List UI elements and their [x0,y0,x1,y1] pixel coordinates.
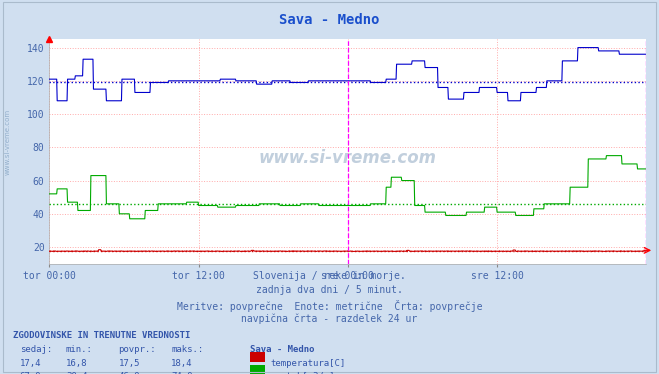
Text: www.si-vreme.com: www.si-vreme.com [258,149,437,167]
Text: navpična črta - razdelek 24 ur: navpična črta - razdelek 24 ur [241,314,418,324]
Text: sedaj:: sedaj: [20,345,52,354]
Text: zadnja dva dni / 5 minut.: zadnja dva dni / 5 minut. [256,285,403,295]
Text: www.si-vreme.com: www.si-vreme.com [5,109,11,175]
Text: 18,4: 18,4 [171,359,193,368]
Text: 17,5: 17,5 [119,359,140,368]
Text: povpr.:: povpr.: [119,345,156,354]
Text: temperatura[C]: temperatura[C] [270,359,345,368]
Text: min.:: min.: [66,345,93,354]
Text: 46,0: 46,0 [119,372,140,374]
Text: 67,0: 67,0 [20,372,42,374]
Text: Sava - Medno: Sava - Medno [279,13,380,27]
Text: pretok[m3/s]: pretok[m3/s] [270,372,335,374]
Text: 17,4: 17,4 [20,359,42,368]
Text: maks.:: maks.: [171,345,204,354]
Text: Sava - Medno: Sava - Medno [250,345,315,354]
Text: Meritve: povprečne  Enote: metrične  Črta: povprečje: Meritve: povprečne Enote: metrične Črta:… [177,300,482,312]
Text: Slovenija / reke in morje.: Slovenija / reke in morje. [253,271,406,281]
Text: 74,0: 74,0 [171,372,193,374]
Text: 30,4: 30,4 [66,372,88,374]
Text: ZGODOVINSKE IN TRENUTNE VREDNOSTI: ZGODOVINSKE IN TRENUTNE VREDNOSTI [13,331,190,340]
Text: 16,8: 16,8 [66,359,88,368]
